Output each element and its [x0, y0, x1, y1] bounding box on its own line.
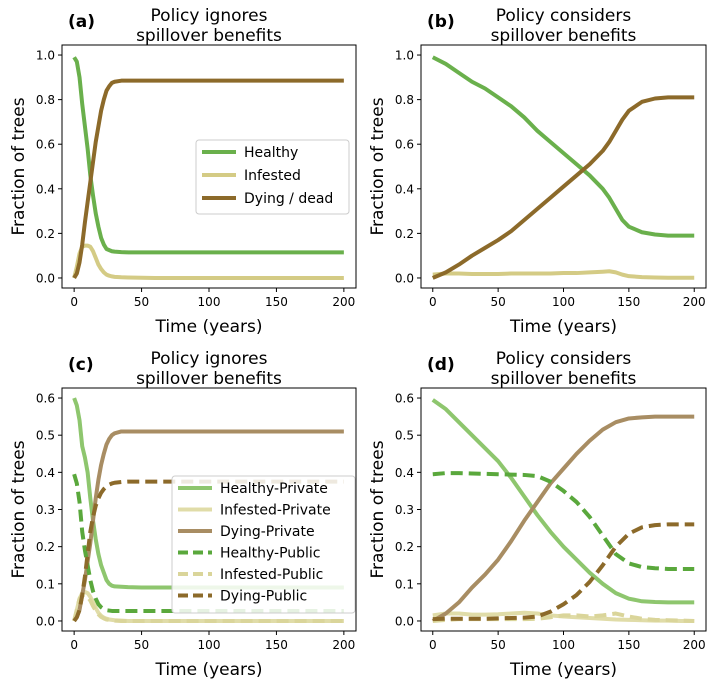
plot-frame — [420, 44, 707, 289]
legend: Healthy Infested Dying / dead — [195, 139, 350, 215]
chart-title-line-2: spillover benefits — [491, 26, 637, 46]
legend-label: Infested-Private — [220, 503, 331, 519]
y-tick-label: 0.4 — [395, 466, 414, 480]
y-tick-label: 0.8 — [395, 93, 414, 107]
chart-title-line-2: spillover benefits — [491, 369, 637, 389]
legend-label: Dying-Public — [220, 589, 307, 605]
y-tick-label: 0.3 — [395, 503, 414, 517]
chart-panel-3: 0 50 100 150 200 0.0 0.1 0.2 0.3 0.4 0.5 0.6 Time (y… — [9, 349, 357, 679]
x-tick-label: 200 — [683, 638, 706, 652]
x-tick-label: 200 — [683, 295, 706, 309]
series-line-dying-public — [432, 522, 695, 622]
x-tick-label: 50 — [134, 295, 149, 309]
legend-label: Healthy-Public — [220, 546, 321, 562]
x-tick-label: 50 — [490, 638, 505, 652]
x-axis-label: Time (years) — [509, 660, 617, 679]
x-tick-label: 0 — [429, 638, 437, 652]
y-tick-label: 0.6 — [36, 138, 55, 152]
series-line-healthy — [431, 55, 695, 238]
x-axis-label: Time (years) — [509, 317, 617, 337]
y-tick-label: 0.4 — [395, 182, 414, 196]
y-tick-label: 0.0 — [36, 614, 55, 628]
y-tick-label: 0.4 — [36, 182, 55, 196]
y-tick-label: 0.2 — [36, 540, 55, 554]
y-tick-label: 0.3 — [36, 503, 55, 517]
y-tick-label: 0.8 — [36, 93, 55, 107]
x-tick-label: 50 — [490, 295, 505, 309]
series-line-dying-private — [431, 414, 695, 623]
y-tick-label: 1.0 — [395, 49, 414, 63]
chart-panel-1: 0 50 100 150 200 0.0 0.2 0.4 0.6 0.8 1.0 Time (year… — [9, 6, 357, 337]
y-tick-label: 0.1 — [395, 577, 414, 591]
y-tick-label: 1.0 — [36, 49, 55, 63]
series-line-dying-public — [72, 479, 344, 623]
legend-label: Infested-Public — [220, 567, 323, 583]
x-tick-label: 150 — [617, 295, 640, 309]
y-axis-label: Fraction of trees — [368, 97, 388, 235]
y-axis-label: Fraction of trees — [368, 440, 388, 578]
panel-letter: (a) — [68, 12, 95, 32]
series-line-dying-dead — [72, 78, 344, 280]
y-tick-label: 0.6 — [395, 392, 414, 406]
y-tick-label: 0.0 — [395, 614, 414, 628]
y-tick-label: 0.6 — [395, 138, 414, 152]
series-line-healthy-private — [431, 398, 695, 605]
panel-letter: (b) — [427, 12, 455, 32]
y-axis-label: Fraction of trees — [9, 97, 29, 235]
x-tick-label: 100 — [552, 638, 575, 652]
x-tick-label: 200 — [332, 295, 355, 309]
y-tick-label: 0.2 — [395, 227, 414, 241]
series-line-healthy-private — [72, 397, 344, 590]
series-line-infested — [432, 269, 695, 280]
y-tick-label: 0.4 — [36, 466, 55, 480]
legend-box — [195, 139, 350, 215]
x-tick-label: 100 — [198, 638, 221, 652]
x-axis-label: Time (years) — [154, 317, 262, 337]
legend-label: Healthy — [244, 145, 298, 161]
legend: Healthy-Private Infested-Private Dying-Pri… — [171, 475, 356, 614]
chart-title-line-1: Policy ignores — [151, 349, 268, 369]
chart-title-line-1: Policy considers — [496, 349, 632, 369]
legend-box — [171, 475, 356, 614]
x-tick-label: 100 — [552, 295, 575, 309]
chart-title-line-2: spillover benefits — [136, 369, 282, 389]
x-tick-label: 0 — [70, 295, 78, 309]
chart-title-line-1: Policy ignores — [151, 6, 268, 26]
x-axis-label: Time (years) — [154, 660, 262, 679]
chart-panel-4: 0 50 100 150 200 0.0 0.1 0.2 0.3 0.4 0.5 0.6 Time (y… — [368, 349, 707, 679]
x-tick-label: 150 — [617, 638, 640, 652]
legend-label: Infested — [244, 168, 301, 184]
y-tick-label: 0.1 — [36, 577, 55, 591]
y-tick-label: 0.6 — [36, 392, 55, 406]
series-line-infested — [72, 243, 344, 280]
x-tick-label: 50 — [134, 638, 149, 652]
panel-letter: (c) — [68, 355, 94, 375]
y-tick-label: 0.5 — [395, 429, 414, 443]
y-tick-label: 0.0 — [36, 271, 55, 285]
x-tick-label: 100 — [198, 295, 221, 309]
chart-title-line-1: Policy considers — [496, 6, 632, 26]
x-tick-label: 150 — [265, 638, 288, 652]
y-tick-label: 0.2 — [36, 227, 55, 241]
x-tick-label: 0 — [70, 638, 78, 652]
series-line-healthy — [72, 56, 344, 255]
series-line-infested-public — [72, 592, 344, 623]
x-tick-label: 0 — [429, 295, 437, 309]
y-axis-label: Fraction of trees — [9, 440, 29, 578]
x-tick-label: 200 — [332, 638, 355, 652]
y-tick-label: 0.0 — [395, 271, 414, 285]
series-line-healthy-public — [72, 473, 344, 613]
series-line-dying-dead — [431, 95, 695, 280]
legend-label: Dying / dead — [244, 191, 333, 207]
legend-label: Healthy-Private — [220, 481, 328, 497]
series-line-healthy-public — [432, 471, 695, 571]
chart-panel-2: 0 50 100 150 200 0.0 0.2 0.4 0.6 0.8 1.0 Time (year… — [368, 6, 707, 337]
y-tick-label: 0.2 — [395, 540, 414, 554]
y-tick-label: 0.5 — [36, 429, 55, 443]
panel-letter: (d) — [427, 355, 455, 375]
chart-title-line-2: spillover benefits — [136, 26, 282, 46]
x-tick-label: 150 — [265, 295, 288, 309]
legend-label: Dying-Private — [220, 524, 315, 540]
